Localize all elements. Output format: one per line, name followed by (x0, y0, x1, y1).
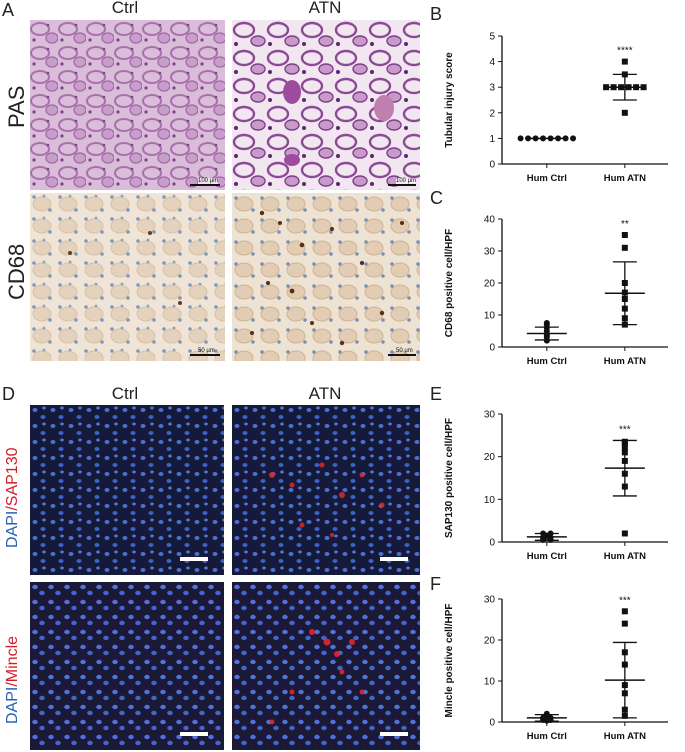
x-tick-label: Hum Ctrl (527, 356, 567, 367)
sap130-ctrl-image (30, 405, 224, 575)
panel-a-atn-heading: ATN (308, 0, 342, 17)
chart-c-cd68: CD68 positive cell/HPF 0 10 20 30 40 Hum Ctrl H… (444, 215, 668, 367)
significance-label: ** (621, 219, 629, 230)
data-point (543, 320, 550, 326)
mincle-ctrl-fluorescence (30, 582, 224, 750)
data-point (621, 232, 628, 238)
panel-d-sap130-label: DAPI/SAP130 (4, 447, 22, 548)
panel-a-pas-label: PAS (4, 85, 29, 128)
data-point (543, 710, 550, 717)
data-point (517, 135, 524, 142)
y-tick-label: 0 (489, 160, 495, 171)
y-tick-label: 20 (484, 279, 496, 290)
y-tick-label: 10 (484, 311, 496, 322)
pas-atn-image (232, 20, 420, 190)
y-tick-label: 0 (489, 718, 495, 729)
y-tick-label: 30 (484, 595, 496, 606)
significance-label: **** (617, 46, 633, 57)
pas-atn-micrograph: 100 µm (232, 20, 420, 190)
data-point (621, 620, 628, 627)
panel-letter-d: D (2, 384, 15, 404)
sap130-text: SAP130 (4, 447, 21, 507)
sap130-atn-image (232, 405, 420, 575)
x-tick-label: Hum Ctrl (527, 551, 567, 562)
y-tick-label: 10 (484, 495, 496, 506)
y-tick-label: 30 (484, 410, 496, 421)
pas-atn-scale-label: 100 µm (396, 178, 417, 184)
panel-letter-e: E (430, 384, 443, 404)
y-tick-label: 10 (484, 677, 496, 688)
y-tick-label: 2 (489, 108, 495, 119)
cd68-ctrl-image (30, 193, 225, 361)
significance-label: *** (619, 424, 631, 435)
sap130-ctrl-fluorescence (30, 405, 224, 575)
y-axis-label: SAP130 positive cell/HPF (444, 418, 455, 538)
data-point (621, 244, 628, 251)
chart-e-sap130: SAP130 positive cell/HPF 0 10 20 30 Hum Ctrl H… (444, 410, 668, 562)
y-tick-label: 30 (484, 247, 496, 258)
y-axis-label: Tubular injury score (444, 52, 455, 148)
cd68-ctrl-micrograph: 50 µm (30, 193, 225, 361)
panel-d-ctrl-heading: Ctrl (111, 384, 139, 403)
mincle-atn-fluorescence (232, 582, 420, 750)
pas-ctrl-scale-label: 100 µm (198, 178, 219, 184)
chart-b-tubular-injury: Tubular injury score 0 1 2 3 4 5 Hum Ctrl Hum AT… (444, 32, 668, 184)
mincle-text: Mincle (4, 635, 21, 683)
x-tick-label: Hum Ctrl (527, 173, 567, 184)
y-tick-label: 1 (489, 134, 495, 145)
dapi-text: DAPI (4, 510, 21, 548)
x-tick-label: Hum ATN (604, 551, 646, 562)
y-tick-label: 40 (484, 215, 496, 226)
panel-d-mincle-label: DAPI/Mincle (4, 636, 22, 724)
y-tick-label: 0 (489, 538, 495, 549)
y-tick-label: 3 (489, 83, 495, 94)
panel-letter-f: F (430, 574, 441, 594)
mincle-atn-image (232, 582, 420, 750)
y-tick-label: 5 (489, 32, 495, 43)
x-tick-label: Hum ATN (604, 356, 646, 367)
panel-letter-b: B (430, 4, 443, 24)
panel-a-cd68-label: CD68 (4, 243, 29, 300)
data-point (621, 608, 628, 615)
data-point (570, 135, 577, 142)
sap130-atn-fluorescence (232, 405, 420, 575)
significance-label: *** (619, 595, 631, 606)
panel-letter-a: A (2, 0, 15, 20)
y-tick-label: 4 (489, 57, 495, 68)
cd68-atn-scale-label: 50 µm (396, 348, 413, 354)
cd68-atn-micrograph: 50 µm (232, 193, 420, 361)
data-point (621, 58, 628, 65)
y-tick-label: 0 (489, 343, 495, 354)
panel-letter-c: C (430, 188, 443, 208)
y-axis-label: CD68 positive cell/HPF (444, 229, 455, 337)
x-tick-label: Hum ATN (604, 731, 646, 742)
data-point (621, 530, 628, 537)
x-tick-label: Hum ATN (604, 173, 646, 184)
cd68-ctrl-scale-label: 50 µm (198, 348, 215, 354)
cd68-atn-image (232, 193, 420, 361)
label-separator: / (4, 682, 21, 687)
y-axis-label: Mincle positive cell/HPF (444, 604, 455, 718)
panel-d-atn-heading: ATN (308, 384, 342, 403)
data-point (621, 109, 628, 116)
panel-a-ctrl-heading: Ctrl (111, 0, 139, 17)
chart-f-mincle: Mincle positive cell/HPF 0 10 20 30 Hum Ctrl H… (444, 595, 668, 742)
y-tick-label: 20 (484, 636, 496, 647)
x-tick-label: Hum Ctrl (527, 731, 567, 742)
pas-ctrl-micrograph: 100 µm (30, 20, 225, 190)
dapi-text: DAPI (4, 686, 21, 724)
label-separator: / (4, 506, 21, 511)
mincle-ctrl-image (30, 582, 224, 750)
y-tick-label: 20 (484, 452, 496, 463)
pas-ctrl-image (30, 20, 225, 190)
